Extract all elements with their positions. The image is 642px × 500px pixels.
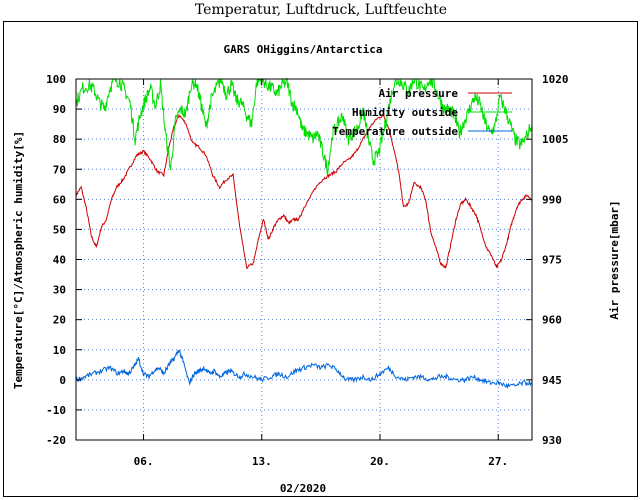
window-title: Temperatur, Luftdruck, Luftfeuchte	[194, 2, 448, 18]
y2-tick-label: 930	[542, 434, 562, 447]
y-tick-labels: -20 -10 0 10 20 30 40 50 60 70 80 90 100	[46, 73, 66, 447]
series-humidity-outside-line	[75, 77, 533, 176]
chart-panel	[3, 21, 638, 497]
y-tick-label: 0	[59, 374, 66, 387]
y-tick-label: -10	[46, 404, 66, 417]
y-tick-label: 80	[53, 133, 66, 146]
y-tick-label: 30	[53, 284, 66, 297]
x-tick-label: 27.	[488, 455, 508, 468]
chart-title: GARS OHiggins/Antarctica	[224, 43, 383, 56]
x-axis-label: 02/2020	[280, 482, 326, 495]
y-tick-label: 90	[53, 103, 66, 116]
tick-marks	[76, 78, 532, 441]
legend-label-humidity-outside: Humidity outside	[352, 106, 458, 119]
legend-label-air-pressure: Air pressure	[379, 87, 459, 100]
x-tick-label: 13.	[252, 455, 272, 468]
y2-tick-label: 960	[542, 314, 562, 327]
x-tick-label: 06.	[134, 455, 154, 468]
y-tick-label: 60	[53, 193, 66, 206]
y2-tick-label: 990	[542, 193, 562, 206]
y-tick-label: 40	[53, 254, 66, 267]
legend-label-temperature-outside: Temperature outside	[332, 125, 458, 138]
y-axis-label: Temperature[°C]/Atmospheric humidity[%]	[12, 131, 25, 389]
legend: Air pressure Humidity outside Temperature …	[332, 87, 512, 138]
y2-axis-label: Air pressure[mbar]	[608, 200, 621, 319]
series-temperature-outside-line	[75, 349, 533, 390]
y-tick-label: 100	[46, 73, 66, 86]
x-tick-labels: 06. 13. 20. 27.	[134, 455, 509, 468]
y2-tick-label: 1005	[542, 133, 569, 146]
grid-lines	[76, 79, 532, 440]
x-tick-label: 20.	[370, 455, 390, 468]
y2-tick-label: 975	[542, 254, 562, 267]
y-tick-label: -20	[46, 434, 66, 447]
y2-tick-label: 1020	[542, 73, 569, 86]
y-tick-label: 20	[53, 314, 66, 327]
y2-tick-label: 945	[542, 374, 562, 387]
y-tick-label: 70	[53, 163, 66, 176]
y-tick-label: 10	[53, 344, 66, 357]
series-air-pressure-line	[75, 112, 533, 269]
y-tick-label: 50	[53, 223, 66, 236]
series-lines	[75, 77, 533, 390]
y2-tick-labels: 930 945 960 975 990 1005 1020	[542, 73, 569, 447]
